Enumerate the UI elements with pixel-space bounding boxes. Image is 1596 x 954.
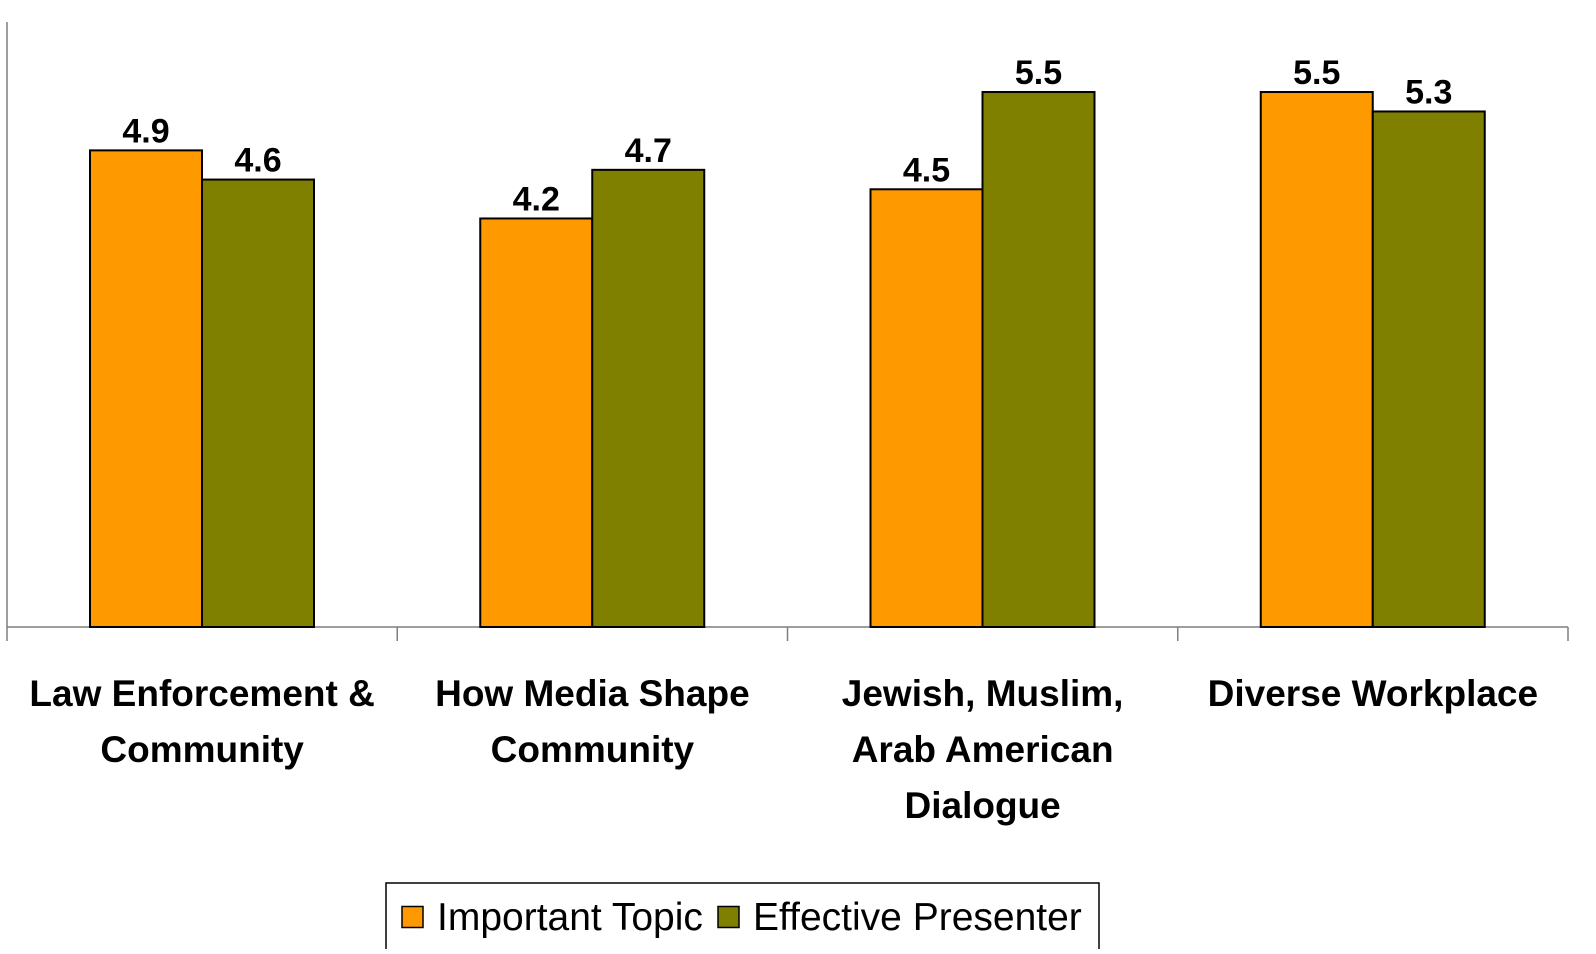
legend-swatch [401,905,424,929]
bars [89,91,1486,629]
category-label: Dialogue [905,785,1061,826]
category-label: Community [100,729,304,770]
data-label: 4.9 [122,112,169,150]
category-label: Community [491,729,695,770]
bar [869,188,984,628]
data-labels: 4.9 4.2 4.5 5.5 4.6 4.7 5.5 5.3 [122,54,1452,218]
bar [479,217,594,628]
bar [591,168,706,628]
category-labels: Law Enforcement & Community How Media Shap… [29,673,1538,826]
data-label: 4.6 [234,142,281,180]
category-label: Diverse Workplace [1208,673,1538,714]
bar [201,178,315,628]
legend-label: Important Topic [437,896,703,939]
bar [981,91,1096,628]
legend-swatch [717,905,740,929]
category-label: Arab American [852,729,1114,770]
data-label: 5.5 [1015,54,1062,92]
data-label: 4.7 [625,132,672,170]
category-label: Law Enforcement & [29,673,374,714]
bar [89,149,203,628]
bar [1371,110,1486,629]
legend-label: Effective Presenter [753,896,1082,939]
data-label: 5.3 [1405,73,1452,111]
bar [1259,91,1374,628]
data-label: 4.2 [513,180,560,218]
data-label: 5.5 [1293,54,1340,92]
data-label: 4.5 [903,151,950,189]
legend: Important Topic Effective Presenter [385,882,1100,952]
category-label: Jewish, Muslim, [842,673,1124,714]
category-label: How Media Shape [435,673,750,714]
